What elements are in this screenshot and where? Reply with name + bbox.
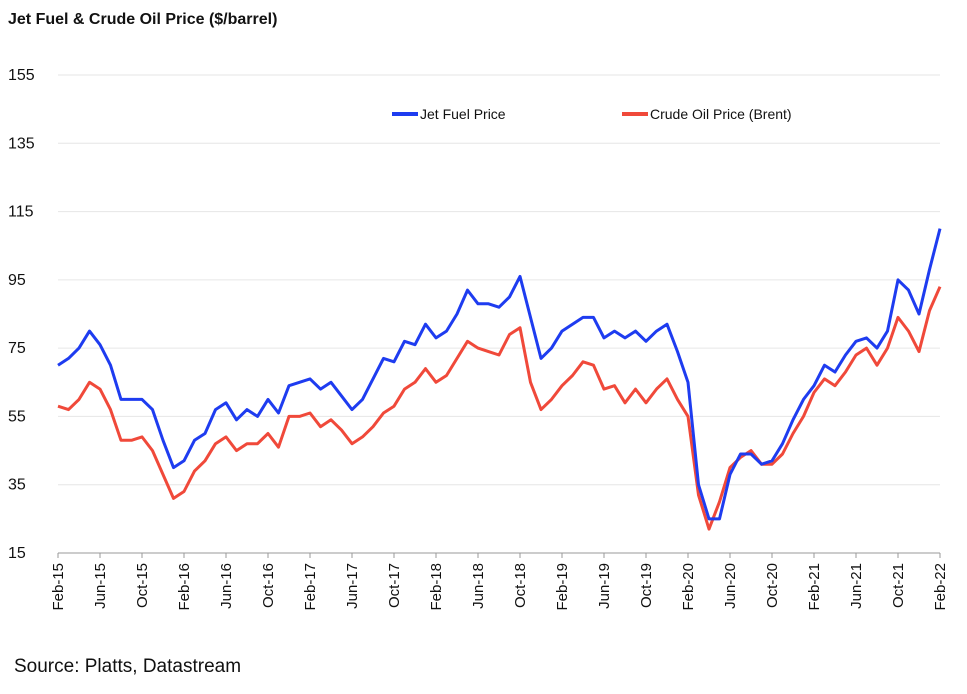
y-tick-label: 55: [8, 408, 26, 425]
legend-label: Jet Fuel Price: [420, 106, 506, 122]
x-tick-label: Oct-19: [638, 563, 655, 608]
series-line: [57, 228, 942, 521]
x-tick-label: Jun-16: [218, 563, 235, 609]
x-tick-label: Jun-19: [596, 563, 613, 609]
y-tick-label: 75: [8, 340, 26, 357]
y-tick-label: 115: [8, 204, 34, 221]
y-tick-label: 35: [8, 477, 26, 494]
x-tick-label: Feb-21: [806, 563, 823, 611]
x-tick-label: Feb-15: [50, 563, 67, 611]
x-tick-label: Oct-21: [890, 563, 907, 608]
x-tick-label: Jun-17: [344, 563, 361, 609]
x-tick-label: Oct-16: [260, 563, 277, 608]
x-tick-label: Jun-18: [470, 563, 487, 609]
y-tick-label: 155: [8, 67, 35, 84]
chart-title: Jet Fuel & Crude Oil Price ($/barrel): [8, 11, 277, 28]
y-tick-label: 135: [8, 135, 35, 152]
legend-label: Crude Oil Price (Brent): [650, 106, 792, 122]
series-line: [57, 286, 942, 531]
y-tick-label: 95: [8, 272, 26, 289]
x-tick-label: Oct-18: [512, 563, 529, 608]
x-tick-label: Jun-21: [848, 563, 865, 609]
x-tick-label: Feb-19: [554, 563, 571, 611]
source-note: Source: Platts, Datastream: [14, 656, 241, 677]
x-tick-label: Feb-16: [176, 563, 193, 611]
x-tick-label: Feb-22: [932, 563, 949, 611]
x-tick-label: Oct-20: [764, 563, 781, 608]
x-tick-label: Oct-17: [386, 563, 403, 608]
x-tick-label: Feb-20: [680, 563, 697, 611]
y-tick-label: 15: [8, 545, 26, 562]
x-tick-label: Feb-18: [428, 563, 445, 611]
x-tick-label: Jun-20: [722, 563, 739, 609]
x-tick-label: Oct-15: [134, 563, 151, 608]
x-tick-label: Jun-15: [92, 563, 109, 609]
x-tick-label: Feb-17: [302, 563, 319, 611]
